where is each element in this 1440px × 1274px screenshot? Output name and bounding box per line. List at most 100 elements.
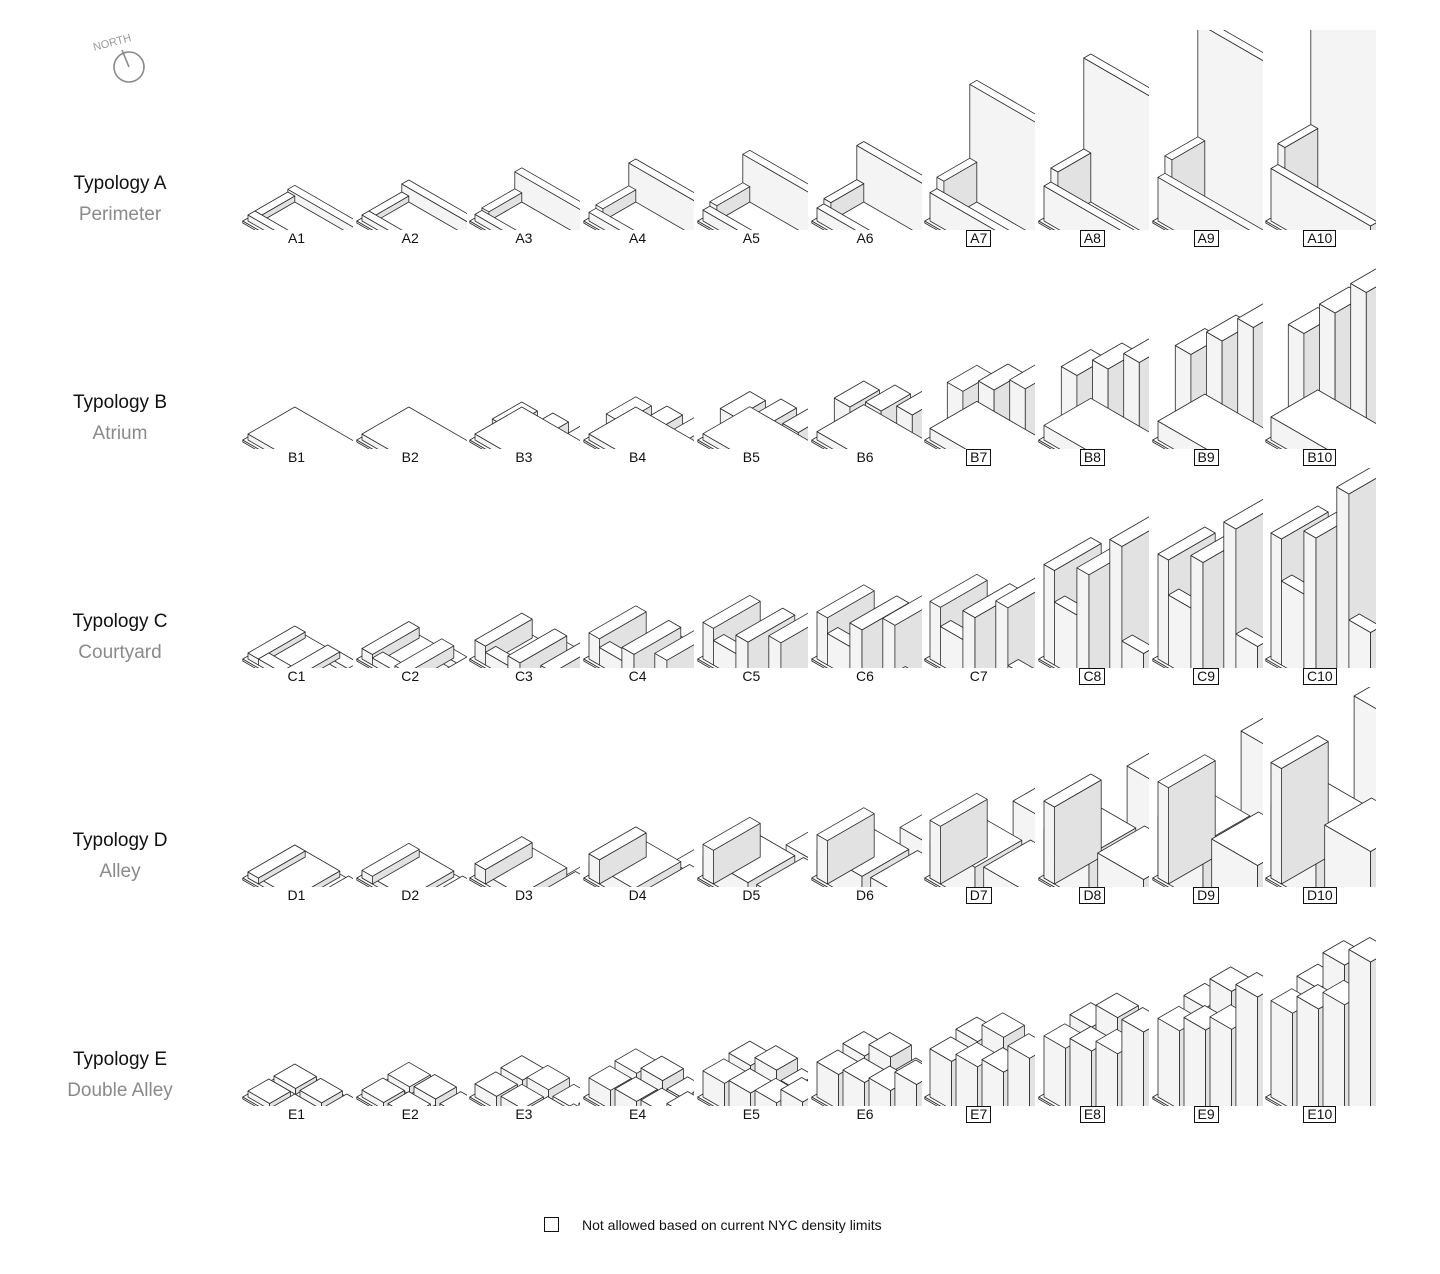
model-label-text: B1 [287,449,306,465]
model-label-text: E7 [966,1106,992,1123]
massing-model-drawing [583,158,695,230]
model-label-text: D10 [1302,887,1337,904]
massing-model-drawing [469,167,581,230]
massing-model-drawing [583,1048,695,1106]
model-label: B3 [467,449,580,465]
typology-row: Typology B Atrium B1 B2 B3 B4 B5 B6 B7 B8 B9 B10 [0,249,1440,468]
massing-model-drawing [469,836,581,887]
model-label: A8 [1036,230,1149,247]
model-label-text: A4 [629,230,647,246]
massing-model-drawing [469,401,581,449]
massing-model-drawing [810,141,922,230]
massing-model: D4 [581,687,695,906]
model-label: D7 [922,887,1035,904]
massing-model: C8 [1036,468,1149,687]
model-label-text: C2 [401,668,420,684]
typology-name: Typology D [72,830,168,851]
typology-row: Typology D Alley D1 D2 D3 D4 D5 D6 D7 D8 D9 D10 [0,687,1440,906]
massing-model-drawing [356,842,467,887]
model-label: B5 [695,449,808,465]
model-label-text: D8 [1079,887,1106,904]
model-label-text: B8 [1079,449,1105,466]
model-label-text: A5 [742,230,760,246]
massing-model: E4 [581,906,695,1125]
typology-name: Typology B [73,392,167,413]
typology-subtitle: Double Alley [67,1080,173,1101]
model-label-text: D5 [742,887,761,903]
model-label: D6 [809,887,922,903]
north-compass-icon [113,51,145,83]
model-label: A6 [809,230,922,246]
massing-model-drawing [356,179,467,230]
model-label-text: D4 [628,887,647,903]
massing-model: A4 [581,30,695,249]
typology-name: Typology E [73,1049,167,1070]
massing-model-drawing [1151,498,1263,668]
model-label: A3 [467,230,580,246]
massing-model: A9 [1150,30,1263,249]
model-label-text: B10 [1303,449,1337,466]
massing-model: D5 [695,687,808,906]
model-label: E3 [467,1106,580,1122]
massing-model-drawing [697,816,808,887]
massing-model-drawing [242,1063,353,1106]
model-label: E6 [809,1106,922,1122]
model-label-text: A3 [515,230,533,246]
model-label: C9 [1150,668,1263,685]
model-label-text: E5 [742,1106,760,1122]
typology-name: Typology C [72,611,168,632]
massing-model: D10 [1263,687,1377,906]
model-label: C2 [354,668,467,684]
massing-model-drawing [810,380,922,449]
massing-model-drawing [469,1055,581,1106]
massing-model: D9 [1150,687,1263,906]
model-label-text: E10 [1303,1106,1337,1123]
model-label-text: E3 [515,1106,533,1122]
typology-subtitle: Alley [99,861,141,882]
model-label-text: E9 [1193,1106,1219,1123]
model-label-text: B9 [1193,449,1219,466]
model-label-text: A7 [966,230,992,247]
model-label: A1 [240,230,353,246]
model-label-text: E1 [287,1106,306,1122]
model-label-text: C5 [742,668,761,684]
model-label-text: D3 [514,887,533,903]
north-indicator: NORTH [85,20,165,90]
massing-model-drawing [1151,30,1263,230]
massing-model: E10 [1263,906,1377,1125]
model-label: D10 [1263,887,1376,904]
massing-model: E1 [240,906,353,1125]
massing-model: D2 [354,687,467,906]
massing-model: C9 [1150,468,1263,687]
model-label: D8 [1036,887,1149,904]
massing-model: D3 [467,687,581,906]
massing-model-drawing [583,826,695,887]
massing-model-drawing [697,594,808,668]
model-label: D4 [581,887,694,903]
massing-model-drawing [924,573,1036,668]
model-label-text: D6 [856,887,874,903]
massing-model: B6 [809,249,922,468]
model-label: A5 [695,230,808,246]
typology-row: Typology E Double Alley E1 E2 E3 E4 E5 E6 E7 E8 E9… [0,906,1440,1125]
model-label: C4 [581,668,694,684]
model-label: C6 [809,668,922,684]
model-label: E9 [1150,1106,1263,1123]
model-label: C8 [1036,668,1149,685]
typology-row: Typology A Perimeter A1 A2 A3 A4 A5 A6 A7 A8 A9 A10 [0,30,1440,249]
massing-model: C1 [240,468,353,687]
model-label: B10 [1263,449,1376,466]
massing-model-drawing [697,391,808,449]
massing-model: B3 [467,249,581,468]
model-label: A10 [1263,230,1376,247]
massing-model-drawing [356,1061,467,1106]
massing-model: C4 [581,468,695,687]
legend-text: Not allowed based on current NYC density… [582,1217,882,1233]
massing-model: B10 [1263,249,1377,468]
massing-model: B1 [240,249,353,468]
model-label-text: C9 [1193,668,1220,685]
massing-model: C6 [809,468,922,687]
massing-model-drawing [242,844,353,887]
model-label: E1 [240,1106,353,1122]
model-label-text: D9 [1193,887,1220,904]
